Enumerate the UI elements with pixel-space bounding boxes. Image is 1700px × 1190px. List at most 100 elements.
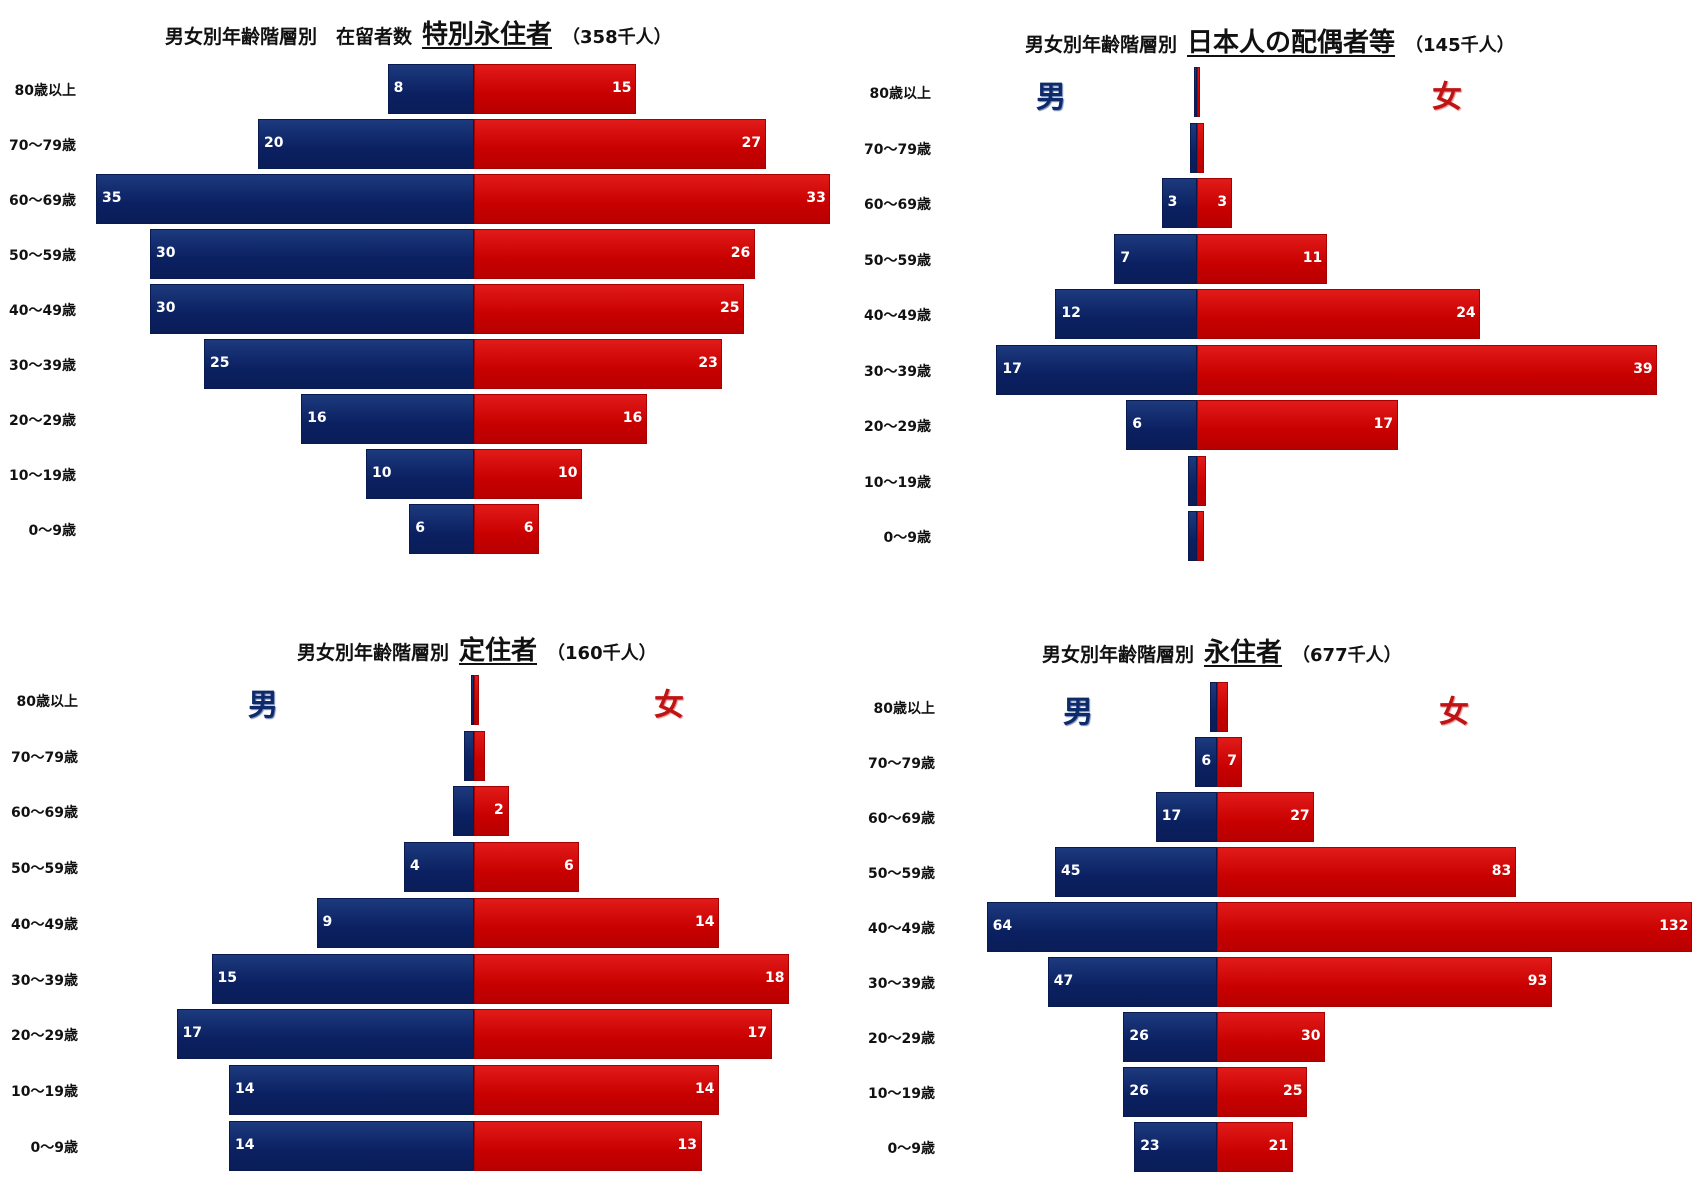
age-group-label: 70～79歳: [11, 749, 78, 766]
chart-title: 男女別年齢階層別 在留者数 特別永住者 （358千人）: [165, 14, 672, 51]
male-value-label: 23: [1140, 1138, 1160, 1154]
female-bar: [1217, 792, 1315, 842]
chart-title-total: （145千人）: [1405, 35, 1515, 56]
female-bar: [474, 339, 723, 389]
age-group-label: 20～29歳: [868, 1031, 935, 1047]
age-group-label: 40～49歳: [9, 303, 76, 319]
male-value-label: 17: [1161, 808, 1182, 824]
female-bar: [474, 229, 755, 279]
male-value-label: 45: [1061, 863, 1081, 879]
female-bar: [1197, 289, 1481, 339]
male-bar: [1194, 67, 1197, 117]
male-bar: [986, 902, 1217, 952]
male-bar: [1055, 289, 1197, 339]
female-value-label: 6: [564, 858, 574, 875]
female-bar: [474, 1120, 702, 1171]
female-value-label: 93: [1527, 973, 1548, 989]
age-group-label: 50～59歳: [864, 252, 931, 269]
chart-title: 男女別年齢階層別 定住者 （160千人）: [297, 630, 657, 667]
male-bar: [1123, 1067, 1217, 1117]
female-value-label: 10: [558, 465, 578, 481]
female-value-label: 14: [695, 1080, 715, 1097]
age-group-label: 40～49歳: [868, 921, 935, 937]
female-bar: [1197, 400, 1398, 450]
male-value-label: 17: [182, 1025, 202, 1042]
female-value-label: 13: [677, 1136, 697, 1153]
male-label: 男: [1063, 695, 1093, 730]
chart-title-total: （677千人）: [1292, 645, 1402, 666]
chart-title-prefix: 男女別年齢階層別: [1042, 644, 1195, 666]
male-bar: [1155, 792, 1217, 842]
age-group-label: 20～29歳: [9, 413, 76, 429]
age-group-label: 0～9歳: [883, 530, 931, 546]
female-value-label: 132: [1659, 918, 1689, 934]
male-bar: [316, 897, 474, 948]
chart-title-name: 定住者: [459, 636, 538, 666]
age-group-label: 70～79歳: [9, 138, 76, 154]
male-value-label: 10: [372, 465, 392, 481]
male-bar: [96, 174, 474, 224]
age-group-label: 20～29歳: [11, 1028, 78, 1045]
male-bar: [404, 842, 474, 893]
female-value-label: 27: [741, 135, 762, 151]
male-bar: [150, 284, 474, 334]
female-bar: [1197, 178, 1233, 228]
male-value-label: 17: [1002, 360, 1022, 377]
female-bar: [474, 786, 509, 837]
age-group-label: 60～69歳: [11, 805, 78, 822]
female-label: 女: [1439, 695, 1469, 730]
male-bar: [204, 339, 474, 389]
chart-title: 男女別年齢階層別 永住者 （677千人）: [1042, 632, 1402, 669]
female-value-label: 14: [695, 913, 715, 930]
female-label: 女: [654, 688, 684, 723]
female-bar: [1217, 902, 1693, 952]
age-group-label: 70～79歳: [868, 756, 935, 772]
male-bar: [409, 504, 474, 554]
male-value-label: 30: [156, 245, 176, 261]
chart-title-total: （160千人）: [547, 643, 657, 664]
female-value-label: 24: [1456, 305, 1476, 321]
female-bar: [1217, 1012, 1325, 1062]
age-group-label: 50～59歳: [9, 248, 76, 264]
age-group-label: 0～9歳: [887, 1141, 935, 1157]
female-bar: [474, 730, 485, 781]
female-bar: [1217, 957, 1552, 1007]
age-group-label: 40～49歳: [11, 916, 78, 933]
male-value-label: 64: [992, 918, 1013, 934]
age-group-label: 60～69歳: [9, 193, 76, 209]
female-value-label: 23: [698, 355, 718, 371]
male-bar: [1123, 1012, 1217, 1062]
chart-title-prefix: 男女別年齢階層別: [1025, 34, 1178, 56]
female-value-label: 3: [1217, 194, 1228, 210]
female-label: 女: [1432, 80, 1462, 115]
male-value-label: 30: [156, 300, 176, 316]
male-value-label: 6: [1201, 753, 1212, 769]
age-group-label: 60～69歳: [864, 197, 931, 213]
male-bar: [1195, 737, 1217, 787]
male-bar: [258, 119, 474, 169]
female-bar: [474, 1009, 772, 1060]
age-group-label: 10～19歳: [11, 1083, 78, 1100]
female-value-label: 15: [612, 80, 632, 96]
age-group-label: 30～39歳: [9, 358, 76, 374]
female-bar: [474, 1064, 719, 1115]
male-bar: [1209, 682, 1217, 732]
male-value-label: 14: [235, 1080, 255, 1097]
female-bar: [1197, 455, 1207, 506]
male-bar: [366, 449, 474, 499]
age-group-label: 30～39歳: [868, 976, 935, 992]
age-group-label: 40～49歳: [864, 308, 931, 324]
female-bar: [1217, 1067, 1307, 1117]
female-bar: [1197, 122, 1205, 173]
chart-title-prefix: 男女別年齢階層別 在留者数: [165, 26, 413, 48]
age-group-label: 20～29歳: [864, 419, 931, 435]
male-value-label: 15: [217, 969, 237, 986]
male-value-label: 8: [393, 80, 404, 96]
male-bar: [150, 229, 474, 279]
age-group-label: 80歳以上: [14, 83, 76, 99]
male-bar: [1187, 511, 1197, 561]
age-group-label: 0～9歳: [30, 1139, 78, 1156]
male-bar: [211, 953, 474, 1004]
male-value-label: 3: [1167, 194, 1178, 210]
male-value-label: 12: [1061, 305, 1081, 321]
